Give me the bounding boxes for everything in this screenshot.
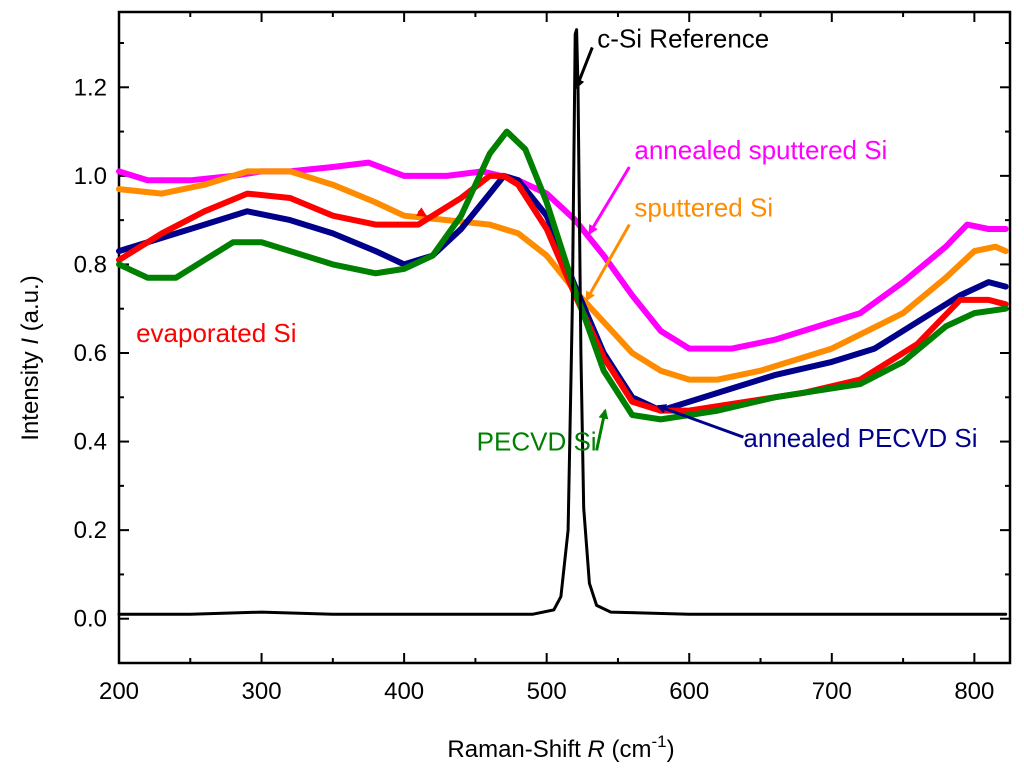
x-axis-label-sup: -1 — [651, 732, 666, 751]
annotation-annealed-pecvd-si: annealed PECVD Si — [743, 423, 977, 453]
y-axis-label-prefix: Intensity — [17, 345, 44, 441]
x-axis-label-var: R — [587, 736, 604, 763]
x-tick-label: 700 — [812, 678, 852, 705]
series-c-si-reference — [117, 28, 1008, 616]
x-tick-label: 500 — [527, 678, 567, 705]
series-pecvd-si — [116, 128, 1009, 423]
y-axis-label-var: I — [17, 338, 44, 345]
annotation-arrow-annealed-pecvd-si — [655, 404, 744, 439]
x-tick-label: 200 — [99, 678, 139, 705]
y-tick-label: 0.0 — [74, 606, 107, 633]
annotation-sputtered-si: sputtered Si — [634, 193, 773, 223]
series-annealed-pecvd-si — [116, 172, 1009, 414]
x-axis-label-prefix: Raman-Shift — [447, 736, 587, 763]
y-tick-label: 0.2 — [74, 517, 107, 544]
y-tick-label: 0.8 — [74, 251, 107, 278]
x-axis-label-unit: (cm — [605, 736, 652, 763]
annotation-evaporated-si: evaporated Si — [136, 318, 296, 348]
annotation-arrow-c-si-reference — [574, 46, 594, 90]
series-evaporated-si — [116, 172, 1009, 414]
axis-ticks: 200 300 400 500 600 700 800 0.0 0.2 0.4 0.6 0.8 1.0 1… — [74, 12, 1010, 705]
annotation-arrow-pecvd-si — [595, 408, 609, 451]
x-axis-label-close: ) — [667, 736, 675, 763]
x-tick-label: 600 — [669, 678, 709, 705]
y-axis-label: Intensity I (a.u.) — [17, 275, 44, 440]
data-series — [116, 28, 1009, 616]
annotation-annealed-sputtered-si: annealed sputtered Si — [634, 135, 887, 165]
plot-frame — [117, 10, 1012, 665]
annotations: c-Si Reference annealed sputtered Si sputt… — [136, 23, 977, 456]
y-tick-label: 0.6 — [74, 340, 107, 367]
x-axis-label: Raman-Shift R (cm-1) — [447, 732, 674, 763]
annotation-c-si-reference: c-Si Reference — [597, 23, 769, 53]
annotation-arrow-annealed-sputtered-si — [588, 166, 631, 236]
y-tick-label: 0.4 — [74, 429, 107, 456]
y-axis-label-unit: (a.u.) — [17, 275, 44, 338]
annotation-pecvd-si: PECVD Si — [477, 426, 597, 456]
x-tick-label: 300 — [242, 678, 282, 705]
x-tick-label: 400 — [384, 678, 424, 705]
annotation-arrow-evaporated-si — [416, 207, 428, 217]
x-tick-label: 800 — [954, 678, 994, 705]
annotation-arrow-sputtered-si — [585, 223, 631, 302]
y-tick-label: 1.2 — [74, 74, 107, 101]
y-tick-label: 1.0 — [74, 163, 107, 190]
